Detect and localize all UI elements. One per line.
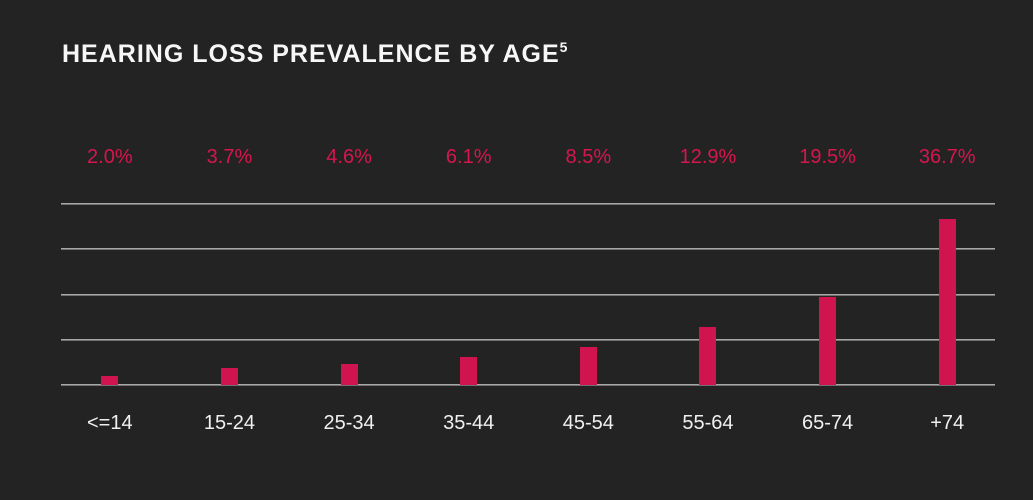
x-axis-label: <=14 [87,412,133,434]
value-labels-row: 2.0% 3.7% 4.6% 6.1% 8.5% 12.9% 19.5% 36.7% [50,146,1007,168]
x-axis-label: 65-74 [801,412,854,434]
bar-column [768,204,888,385]
gridline-40 [61,203,995,205]
bar [819,296,837,385]
x-axis-label: 45-54 [562,412,614,434]
value-label: 6.1% [445,146,492,168]
gridline-0 [61,384,995,386]
x-axis-label: 25-34 [323,412,375,434]
value-label: 2.0% [87,146,133,168]
value-label: 3.7% [206,146,253,168]
bar [101,375,119,385]
bar-column [289,204,409,385]
x-axis-label: 35-44 [443,412,495,434]
x-axis-label: +74 [930,412,965,434]
bar-column [648,204,768,385]
plot-area [61,203,995,386]
bar-column [50,204,170,385]
bar-column [529,204,649,385]
bar [340,364,358,385]
gridline-20 [61,293,995,296]
bar [699,326,717,385]
bar-column [887,204,1007,385]
bar [220,368,238,385]
chart-title: HEARING LOSS PREVALENCE BY AGE5 [62,39,569,68]
bar-column [409,204,529,385]
x-axis-labels-row: <=14 15-24 25-34 35-44 45-54 55-64 65-74 +74 [50,412,1007,434]
value-label: 8.5% [565,146,612,168]
x-axis-label: 55-64 [682,412,734,434]
value-label: 4.6% [326,146,372,168]
bar [460,357,478,385]
gridline-30 [61,248,995,251]
bar [579,346,597,385]
value-label: 36.7% [918,146,976,168]
bar-column [170,204,290,385]
x-axis-label: 15-24 [203,412,256,434]
gridline-10 [61,338,995,341]
chart-title-text: HEARING LOSS PREVALENCE BY AGE [62,40,560,68]
bar [938,218,956,385]
value-label: 19.5% [799,146,856,168]
footnote-reference: 5 [559,39,569,55]
value-label: 12.9% [679,146,737,168]
bars-row [50,204,1007,385]
